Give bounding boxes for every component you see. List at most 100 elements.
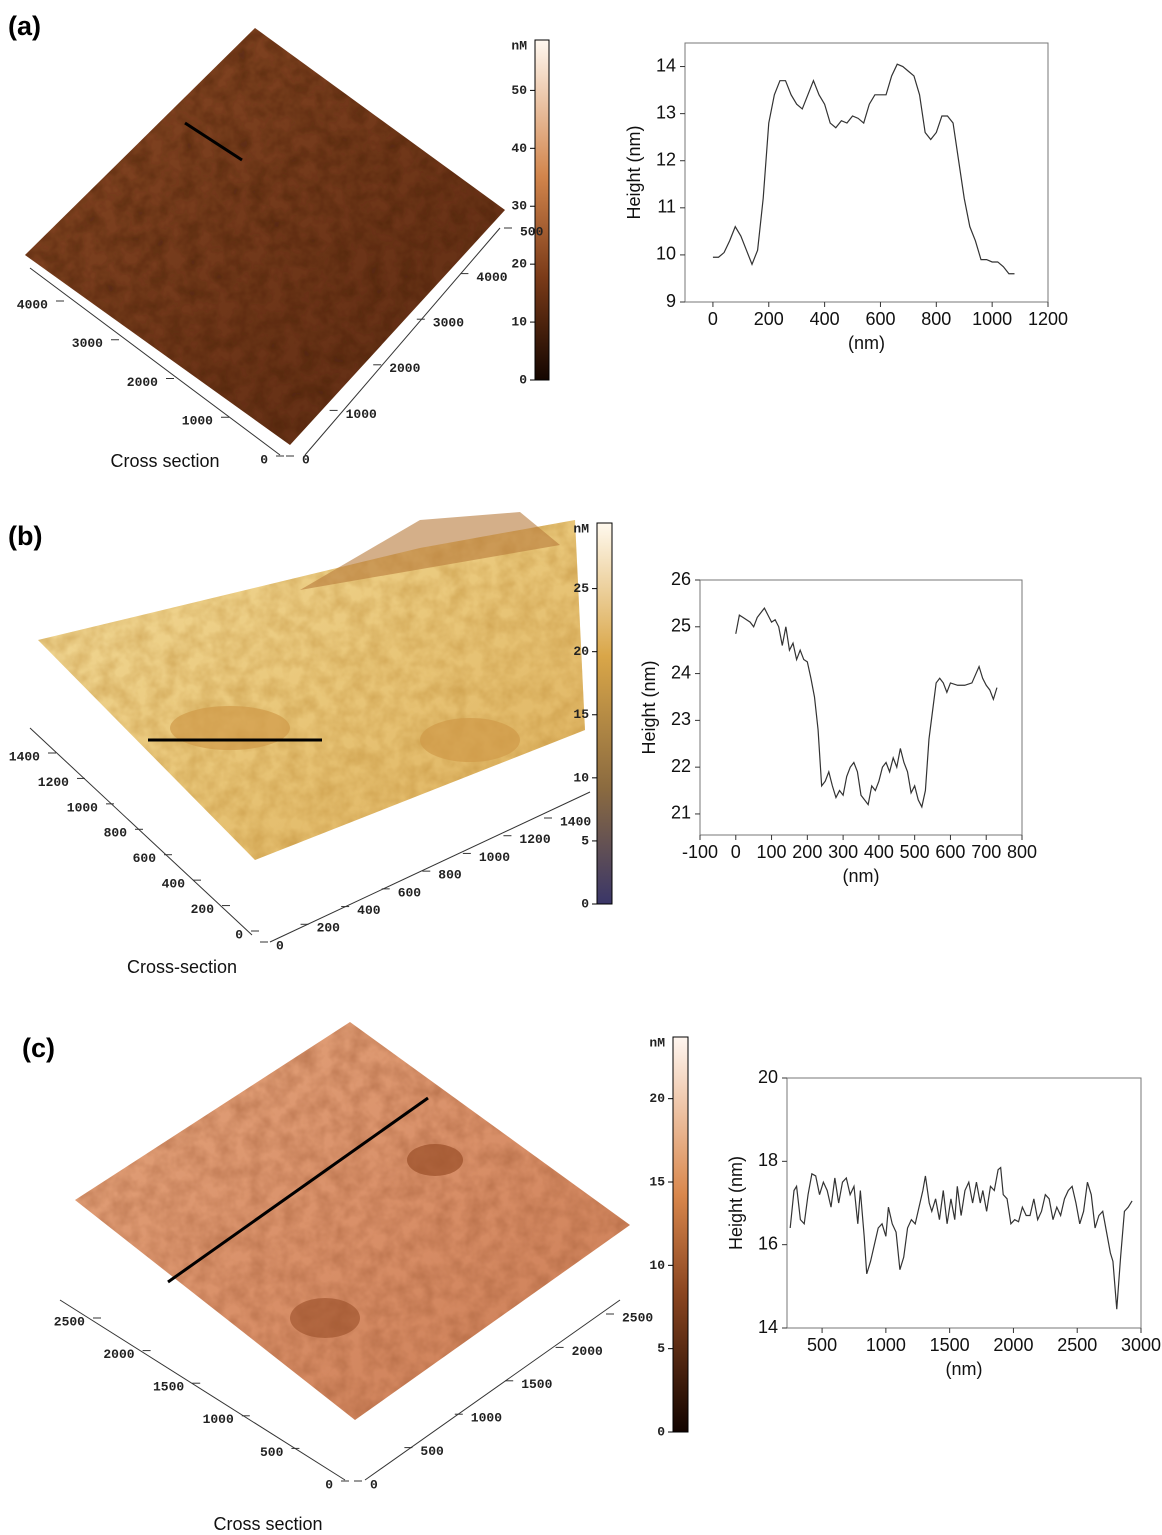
x-tick-label: 200	[754, 309, 784, 329]
data-line	[790, 1168, 1132, 1310]
surface-axis-tick-label: 400	[357, 903, 381, 918]
data-line	[713, 64, 1015, 274]
y-tick-label: 26	[671, 569, 691, 589]
surface-axis-tick-label: 200	[191, 902, 215, 917]
surface-axis-tick-label: 1000	[346, 407, 377, 422]
panel-label: (a)	[8, 11, 41, 41]
surface-axis-tick-label: 0	[302, 452, 310, 467]
y-tick-label: 10	[656, 244, 676, 264]
surface-axis-tick-label: 0	[325, 1477, 333, 1492]
data-line	[736, 608, 997, 807]
surface-axis-tick-label: 0	[235, 927, 243, 942]
x-tick-label: 400	[810, 309, 840, 329]
x-tick-label: 800	[1007, 842, 1037, 862]
surface-axis-tick-label: 4000	[476, 270, 507, 285]
x-tick-label: 3000	[1121, 1335, 1161, 1355]
surface-axis-tick-label: 1000	[67, 800, 98, 815]
surface-axis-tick-label: 2000	[103, 1347, 134, 1362]
plot-frame	[787, 1078, 1141, 1328]
surface-axis-tick-label: 1000	[479, 850, 510, 865]
surface-axis-tick-label: 1400	[9, 749, 40, 764]
surface-axis-tick-label: 1400	[560, 814, 591, 829]
x-tick-label: 2000	[993, 1335, 1033, 1355]
surface-axis-tick-label: 2000	[389, 361, 420, 376]
colorbar-tick-label: 0	[657, 1424, 665, 1439]
y-tick-label: 20	[758, 1067, 778, 1087]
surface-axis-tick-label: 2000	[572, 1344, 603, 1359]
surface-axis-tick-label: 1000	[471, 1411, 502, 1426]
colorbar	[535, 40, 549, 380]
x-axis-label: (nm)	[946, 1359, 983, 1379]
surface-axis-tick-label: 800	[104, 826, 128, 841]
y-axis-label: Height (nm)	[639, 660, 659, 754]
y-tick-label: 14	[758, 1317, 778, 1337]
y-tick-label: 14	[656, 55, 676, 75]
colorbar-tick-label: 40	[511, 141, 527, 156]
surface-axis-tick-label: 3000	[433, 316, 464, 331]
x-tick-label: 700	[971, 842, 1001, 862]
x-tick-label: 0	[708, 309, 718, 329]
y-tick-label: 13	[656, 102, 676, 122]
x-tick-label: 0	[731, 842, 741, 862]
colorbar	[673, 1037, 688, 1432]
x-tick-label: 500	[900, 842, 930, 862]
colorbar-tick-label: 15	[573, 707, 589, 722]
y-axis-label: Height (nm)	[624, 125, 644, 219]
colorbar-tick-label: 10	[573, 770, 589, 785]
x-axis-label: (nm)	[848, 333, 885, 353]
surface-axis-tick-label: 0	[260, 452, 268, 467]
x-tick-label: 600	[865, 309, 895, 329]
y-tick-label: 18	[758, 1150, 778, 1170]
colorbar-tick-label: 20	[511, 257, 527, 272]
y-tick-label: 22	[671, 756, 691, 776]
surface-axis-tick-label: 500	[260, 1445, 284, 1460]
surface-axis-tick-label: 1200	[38, 775, 69, 790]
afm-surface-a	[25, 28, 505, 455]
colorbar-tick-label: 0	[519, 372, 527, 387]
y-tick-label: 24	[671, 662, 691, 682]
panel-label: (b)	[8, 521, 42, 551]
colorbar-tick-label: 15	[649, 1174, 665, 1189]
page: (a)Cross sectionnM0102030405001000200030…	[0, 0, 1162, 1535]
afm-surface-c	[60, 1022, 630, 1480]
x-tick-label: 1200	[1028, 309, 1068, 329]
cross-section-caption: Cross-section	[127, 957, 237, 977]
colorbar-tick-label: 20	[573, 644, 589, 659]
surface-axis-tick-label: 1000	[203, 1412, 234, 1427]
x-tick-label: 400	[864, 842, 894, 862]
y-tick-label: 21	[671, 803, 691, 823]
surface-axis-tick-label: 600	[398, 885, 422, 900]
y-tick-label: 9	[666, 291, 676, 311]
colorbar-unit: nM	[649, 1035, 665, 1050]
surface-axis-tick-label: 200	[317, 921, 341, 936]
x-axis-label: (nm)	[843, 866, 880, 886]
afm-surface-b	[30, 512, 590, 942]
x-tick-label: 2500	[1057, 1335, 1097, 1355]
surface-axis-tick-label: 3000	[72, 336, 103, 351]
x-tick-label: 300	[828, 842, 858, 862]
x-tick-label: 600	[935, 842, 965, 862]
colorbar-tick-label: 5	[581, 833, 589, 848]
colorbar-tick-label: 10	[511, 315, 527, 330]
x-tick-label: 200	[792, 842, 822, 862]
surface-axis-tick-label: 600	[133, 851, 157, 866]
surface-axis-tick-label: 1500	[521, 1377, 552, 1392]
colorbar-tick-label: 5	[657, 1341, 665, 1356]
plot-frame	[700, 580, 1022, 835]
y-tick-label: 25	[671, 616, 691, 636]
x-tick-label: 500	[807, 1335, 837, 1355]
y-tick-label: 16	[758, 1233, 778, 1253]
colorbar-tick-label: 20	[649, 1091, 665, 1106]
colorbar-unit: nM	[573, 521, 589, 536]
surface-axis-tick-label: 0	[370, 1477, 378, 1492]
surface-axis-tick-label: 2000	[127, 375, 158, 390]
y-tick-label: 23	[671, 709, 691, 729]
cross-section-caption: Cross section	[110, 451, 219, 471]
colorbar	[597, 523, 612, 904]
colorbar-tick-label: 0	[581, 896, 589, 911]
surface-axis-tick-label: 0	[276, 938, 284, 953]
y-tick-label: 11	[657, 197, 676, 217]
x-tick-label: 1000	[972, 309, 1012, 329]
x-tick-label: 1500	[930, 1335, 970, 1355]
colorbar-unit: nM	[511, 38, 527, 53]
